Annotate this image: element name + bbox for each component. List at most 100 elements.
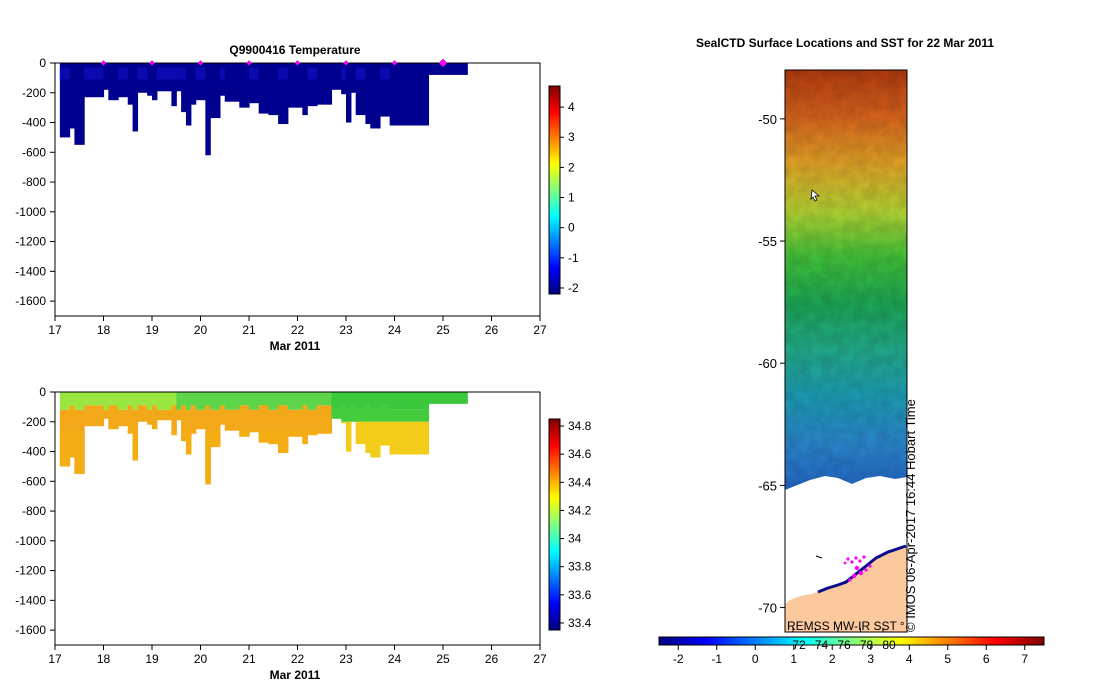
x-tick-label: 19 [145, 652, 159, 666]
x-tick-label: 17 [48, 652, 62, 666]
salinity-cell-deep [239, 405, 250, 437]
temperature-cell-warm [341, 67, 347, 80]
sst-colorbar-tick-label: 5 [944, 652, 951, 666]
y-tick-label: -1200 [15, 564, 46, 578]
temperature-cell [127, 63, 134, 105]
temperature-cell [428, 63, 468, 75]
x-tick-label: 23 [339, 652, 353, 666]
temperature-cell [346, 63, 352, 123]
y-tick-label: -1400 [15, 593, 46, 607]
temperature-cell [108, 63, 119, 101]
sst-colorbar-tick-label: 2 [829, 652, 836, 666]
temperature-plot-title: Q9900416 Temperature [229, 43, 361, 57]
fahrenheit-tick-label: 76 [837, 638, 851, 652]
salinity-cell-surface [210, 392, 221, 410]
temperature-x-axis: 17 18 19 20 21 22 23 24 25 26 27 [48, 316, 547, 337]
salinity-cell-mid [350, 405, 357, 422]
salinity-cell-deep [239, 430, 250, 437]
y-tick-label: -400 [22, 445, 46, 459]
salinity-cell-deep [103, 409, 109, 419]
profile-marker [100, 60, 107, 66]
sst-map: SealCTD Surface Locations and SST for 22… [658, 36, 1045, 666]
sst-colorbar-ticks: -2 -1 0 1 2 3 4 5 6 7 [673, 645, 1028, 666]
temperature-cell [355, 63, 366, 116]
sst-colorbar-tick-label: 4 [906, 652, 913, 666]
salinity-cell-surface [181, 392, 187, 406]
temperature-cell [74, 63, 85, 145]
y-tick-label: -800 [22, 175, 46, 189]
temperature-cell [181, 63, 187, 113]
x-tick-label: 20 [194, 323, 208, 337]
salinity-cell-surface [205, 392, 211, 406]
salinity-cell-surface [341, 392, 347, 406]
salinity-cell-surface [108, 392, 119, 406]
salinity-profile-cells [59, 392, 468, 485]
latitude-tick-label: -50 [758, 112, 777, 127]
salinity-cell-surface [350, 392, 357, 406]
profile-marker [246, 60, 252, 66]
salinity-cell-deep [258, 405, 269, 443]
x-tick-label: 18 [97, 323, 111, 337]
colorbar-tick-label: 34 [568, 532, 582, 546]
salinity-colorbar [548, 418, 561, 631]
colorbar-tick-label: 33.6 [568, 588, 592, 602]
salinity-cell-deep [219, 405, 226, 425]
y-tick-label: 0 [39, 385, 46, 399]
salinity-cell-surface [258, 392, 269, 406]
temperature-cell-warm [355, 67, 366, 80]
salinity-cell-surface [176, 392, 182, 410]
imos-credit: © IMOS 06-Apr-2017 16:44 Hobart Time [903, 399, 918, 632]
salinity-cell-mid [379, 405, 391, 422]
y-tick-label: -600 [22, 474, 46, 488]
x-tick-label: 19 [145, 323, 159, 337]
salinity-cell-surface [59, 392, 71, 410]
salinity-cell-surface [370, 392, 381, 410]
salinity-cell-surface [224, 392, 240, 410]
temperature-cell [69, 63, 75, 129]
salinity-x-axis: 17 18 19 20 21 22 23 24 25 26 27 [48, 645, 547, 666]
salinity-cell-mid [365, 405, 371, 422]
fahrenheit-tick-label: 74 [815, 638, 829, 652]
salinity-cell-deep [316, 405, 333, 434]
salinity-cell-surface [379, 392, 391, 406]
temperature-x-axis-label: Mar 2011 [270, 339, 321, 353]
salinity-cell-deep [389, 421, 430, 455]
salinity-cell-surface [74, 392, 85, 410]
temperature-cell [152, 63, 158, 101]
x-tick-label: 27 [533, 323, 547, 337]
temperature-colorbar-ticks: -2 -1 0 1 2 3 4 [560, 100, 579, 295]
sst-colorbar-tick-label: 3 [867, 652, 874, 666]
temperature-cell-warm [379, 67, 391, 80]
salinity-cell-surface [84, 392, 105, 406]
antarctica-land [785, 546, 907, 632]
latitude-tick-label: -55 [758, 234, 777, 249]
salinity-cell-deep [132, 430, 139, 461]
salinity-cell-deep [176, 409, 182, 421]
salinity-cell-deep [210, 409, 221, 448]
temperature-y-axis: 0 -200 -400 -600 -800 -1000 -1200 -1400 -1600 [15, 56, 55, 308]
salinity-cell-surface [171, 392, 177, 406]
temperature-cell-warm [137, 67, 148, 80]
x-tick-label: 21 [242, 323, 256, 337]
salinity-cell-deep [249, 430, 260, 433]
temperature-cell [331, 63, 342, 90]
x-tick-label: 24 [388, 323, 402, 337]
colorbar-tick-label: -2 [568, 281, 579, 295]
salinity-y-axis: 0 -200 -400 -600 -800 -1000 -1200 -1400 -1600 [15, 385, 55, 637]
temperature-cell-warm [278, 67, 289, 80]
salinity-cell-deep [210, 430, 221, 448]
latitude-axis: -50 -55 -60 -65 -70 [758, 112, 785, 616]
salinity-cell-mid [341, 405, 347, 422]
salinity-cell-surface [69, 392, 75, 406]
temperature-cell [132, 63, 139, 132]
profile-marker [149, 60, 155, 66]
profile-marker [197, 60, 204, 66]
y-tick-label: -1200 [15, 235, 46, 249]
salinity-cell-deep [147, 409, 153, 425]
salinity-cell-deep [127, 430, 134, 434]
x-tick-label: 18 [97, 652, 111, 666]
colorbar-tick-label: 34.4 [568, 475, 592, 489]
salinity-cell-deep [195, 409, 206, 430]
salinity-cell-deep [108, 405, 119, 430]
salinity-cell-deep [302, 405, 308, 445]
